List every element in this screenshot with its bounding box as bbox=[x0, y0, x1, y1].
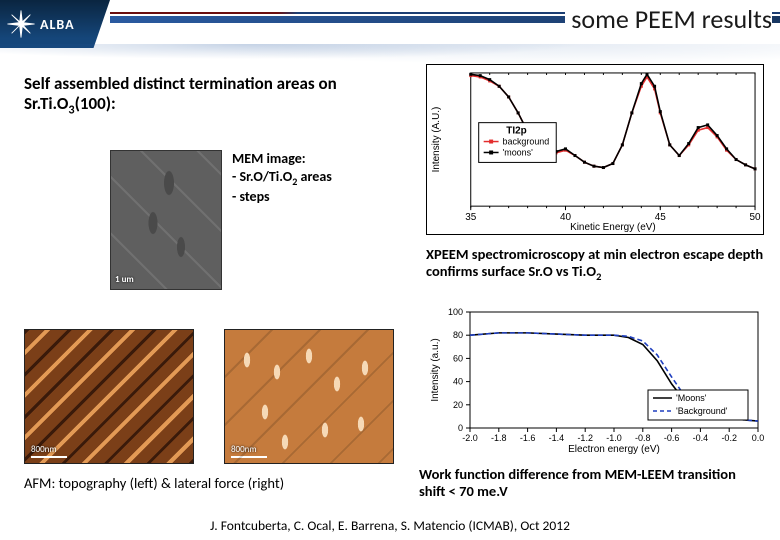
svg-text:TI2p: TI2p bbox=[506, 126, 526, 137]
svg-text:0.0: 0.0 bbox=[752, 433, 764, 443]
svg-text:35: 35 bbox=[465, 212, 477, 223]
header: ALBA some PEEM results bbox=[0, 0, 780, 48]
title-band: some PEEM results bbox=[110, 9, 780, 39]
workfunction-chart: -2.0 -1.8 -1.6 -1.4 -1.2 -1.0 -0.8 -0.6 -0.4 -0.2… bbox=[426, 306, 764, 456]
mem-caption-l3: - steps bbox=[232, 188, 332, 206]
xpeem-chart: 35404550Kinetic Energy (eV)Intensity (A.… bbox=[426, 64, 764, 235]
mem-caption-l1: MEM image: bbox=[232, 150, 332, 168]
logo-star-icon bbox=[4, 7, 38, 41]
svg-text:-0.2: -0.2 bbox=[721, 433, 737, 443]
afm-row: 800nm 800nm bbox=[24, 329, 394, 464]
svg-text:Intensity (a.u.): Intensity (a.u.) bbox=[430, 338, 441, 401]
afm-scalebar-right: 800nm bbox=[231, 444, 267, 458]
svg-text:Intensity (A.U.): Intensity (A.U.) bbox=[431, 107, 442, 173]
svg-text:100: 100 bbox=[448, 307, 463, 317]
svg-text:-1.2: -1.2 bbox=[577, 433, 593, 443]
afm-caption: AFM: topography (left) & lateral force (… bbox=[24, 474, 284, 492]
logo-text: ALBA bbox=[40, 16, 75, 33]
svg-text:background: background bbox=[503, 137, 550, 147]
svg-text:40: 40 bbox=[453, 377, 463, 387]
wf-caption: Work function difference from MEM-LEEM t… bbox=[419, 466, 764, 501]
svg-text:-1.6: -1.6 bbox=[520, 433, 536, 443]
svg-text:80: 80 bbox=[453, 330, 463, 340]
mem-image: 1 um bbox=[110, 150, 222, 290]
afm-lateral-force-image: 800nm bbox=[224, 329, 394, 464]
svg-text:-1.0: -1.0 bbox=[606, 433, 622, 443]
mem-caption: MEM image: - Sr.O/Ti.O2 areas - steps bbox=[232, 150, 332, 290]
self-title-tail: (100): bbox=[75, 93, 116, 114]
xpeem-panel: 35404550Kinetic Energy (eV)Intensity (A.… bbox=[426, 64, 764, 284]
svg-text:60: 60 bbox=[453, 353, 463, 363]
svg-text:20: 20 bbox=[453, 400, 463, 410]
self-assembled-title: Self assembled distinct termination area… bbox=[24, 74, 354, 117]
svg-text:'moons': 'moons' bbox=[503, 147, 534, 157]
content: Self assembled distinct termination area… bbox=[0, 74, 780, 540]
svg-text:50: 50 bbox=[750, 212, 762, 223]
logo: ALBA bbox=[0, 0, 110, 48]
afm-scalebar-left: 800nm bbox=[31, 444, 67, 458]
mem-caption-l2: - Sr.O/Ti.O2 areas bbox=[232, 168, 332, 188]
svg-text:-0.8: -0.8 bbox=[635, 433, 651, 443]
page-title: some PEEM results bbox=[565, 3, 772, 35]
svg-text:-0.6: -0.6 bbox=[664, 433, 680, 443]
mem-block: 1 um MEM image: - Sr.O/Ti.O2 areas - ste… bbox=[110, 150, 332, 290]
afm-topography-image: 800nm bbox=[24, 329, 194, 464]
credits-line: J. Fontcuberta, C. Ocal, E. Barrena, S. … bbox=[0, 517, 780, 534]
svg-text:'Background': 'Background' bbox=[676, 406, 728, 416]
svg-text:Electron energy (eV): Electron energy (eV) bbox=[568, 444, 660, 455]
svg-text:-2.0: -2.0 bbox=[462, 433, 478, 443]
svg-text:-0.4: -0.4 bbox=[693, 433, 709, 443]
svg-text:-1.4: -1.4 bbox=[549, 433, 565, 443]
svg-text:'Moons': 'Moons' bbox=[676, 393, 707, 403]
svg-text:-1.8: -1.8 bbox=[491, 433, 507, 443]
svg-text:0: 0 bbox=[458, 423, 463, 433]
svg-text:Kinetic Energy (eV): Kinetic Energy (eV) bbox=[570, 222, 656, 233]
svg-text:45: 45 bbox=[655, 212, 667, 223]
xpeem-caption: XPEEM spectromicroscopy at min electron … bbox=[426, 246, 764, 284]
workfunction-panel: -2.0 -1.8 -1.6 -1.4 -1.2 -1.0 -0.8 -0.6 -0.4 -0.2… bbox=[426, 306, 764, 461]
mem-scalebar: 1 um bbox=[115, 274, 134, 285]
